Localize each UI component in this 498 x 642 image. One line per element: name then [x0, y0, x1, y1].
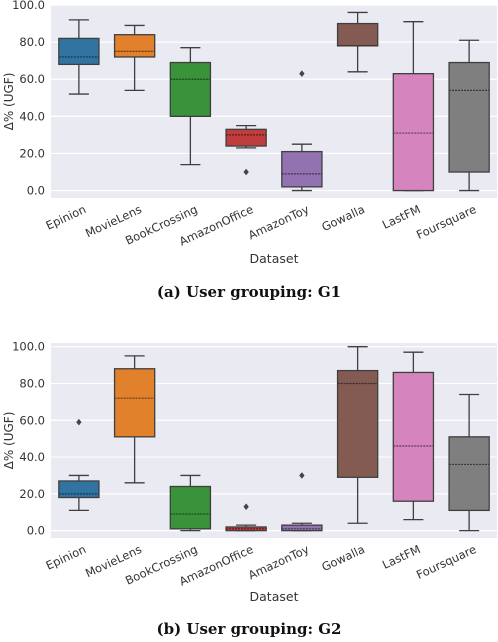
x-tick-label: Epinion	[44, 202, 89, 233]
box-amazontoy	[281, 70, 323, 192]
figure-caption-g1: (a) User grouping: G1	[156, 283, 342, 301]
y-tick-label: 40.0	[19, 450, 45, 464]
box-iqr	[113, 34, 156, 58]
box-gowalla	[336, 11, 379, 73]
y-tick-label: 20.0	[19, 487, 45, 501]
box-iqr	[58, 37, 100, 66]
x-tick-label: Gowalla	[319, 542, 366, 574]
outlier-point	[243, 503, 249, 511]
y-axis-label: Δ% (UGF)	[2, 412, 16, 470]
y-tick-label: 100.0	[12, 0, 45, 12]
box-movielens	[113, 24, 156, 92]
box-epinion	[58, 19, 100, 95]
x-tick-label: AmazonToy	[246, 202, 311, 242]
box-amazonoffice	[225, 124, 267, 176]
y-tick-label: 80.0	[19, 35, 45, 49]
outlier-point	[243, 168, 249, 176]
box-iqr	[336, 22, 379, 47]
y-tick-label: 40.0	[19, 109, 45, 123]
x-tick-label: Foursquare	[414, 202, 478, 242]
box-iqr	[392, 371, 435, 502]
box-movielens	[113, 355, 156, 484]
box-iqr	[448, 61, 490, 173]
x-tick-label: Gowalla	[319, 202, 366, 234]
x-tick-label: Epinion	[44, 542, 89, 573]
figure-caption-g2: (b) User grouping: G2	[156, 620, 342, 638]
box-iqr	[392, 73, 435, 192]
box-foursquare	[448, 39, 490, 192]
y-tick-label: 100.0	[12, 340, 45, 354]
box-gowalla	[336, 346, 379, 524]
outlier-point	[299, 472, 305, 479]
x-tick-label: AmazonToy	[246, 542, 311, 582]
box-iqr	[58, 480, 100, 499]
box-iqr	[113, 368, 156, 438]
x-axis-label: Dataset	[250, 589, 299, 604]
box-iqr	[281, 150, 323, 188]
box-iqr	[448, 436, 490, 512]
x-axis-label: Dataset	[250, 251, 299, 266]
y-tick-label: 0.0	[27, 524, 45, 538]
box-bookcrossing	[169, 474, 212, 532]
box-lastfm	[392, 351, 435, 521]
y-tick-label: 80.0	[19, 376, 45, 390]
box-bookcrossing	[169, 47, 212, 166]
box-lastfm	[392, 21, 435, 192]
box-iqr	[225, 128, 267, 147]
x-tick-label: Foursquare	[414, 542, 478, 582]
box-epinion	[58, 418, 100, 512]
outlier-point	[76, 418, 82, 426]
y-tick-label: 60.0	[19, 413, 45, 427]
box-iqr	[169, 61, 212, 117]
outlier-point	[299, 70, 305, 78]
y-axis-label: Δ% (UGF)	[2, 73, 16, 131]
box-iqr	[281, 524, 323, 532]
y-tick-label: 0.0	[27, 184, 45, 198]
box-amazontoy	[281, 472, 323, 532]
box-amazonoffice	[225, 503, 267, 532]
y-tick-label: 20.0	[19, 146, 45, 160]
box-foursquare	[448, 393, 490, 532]
y-tick-label: 60.0	[19, 72, 45, 86]
box-iqr	[336, 369, 379, 478]
box-iqr	[169, 485, 212, 530]
